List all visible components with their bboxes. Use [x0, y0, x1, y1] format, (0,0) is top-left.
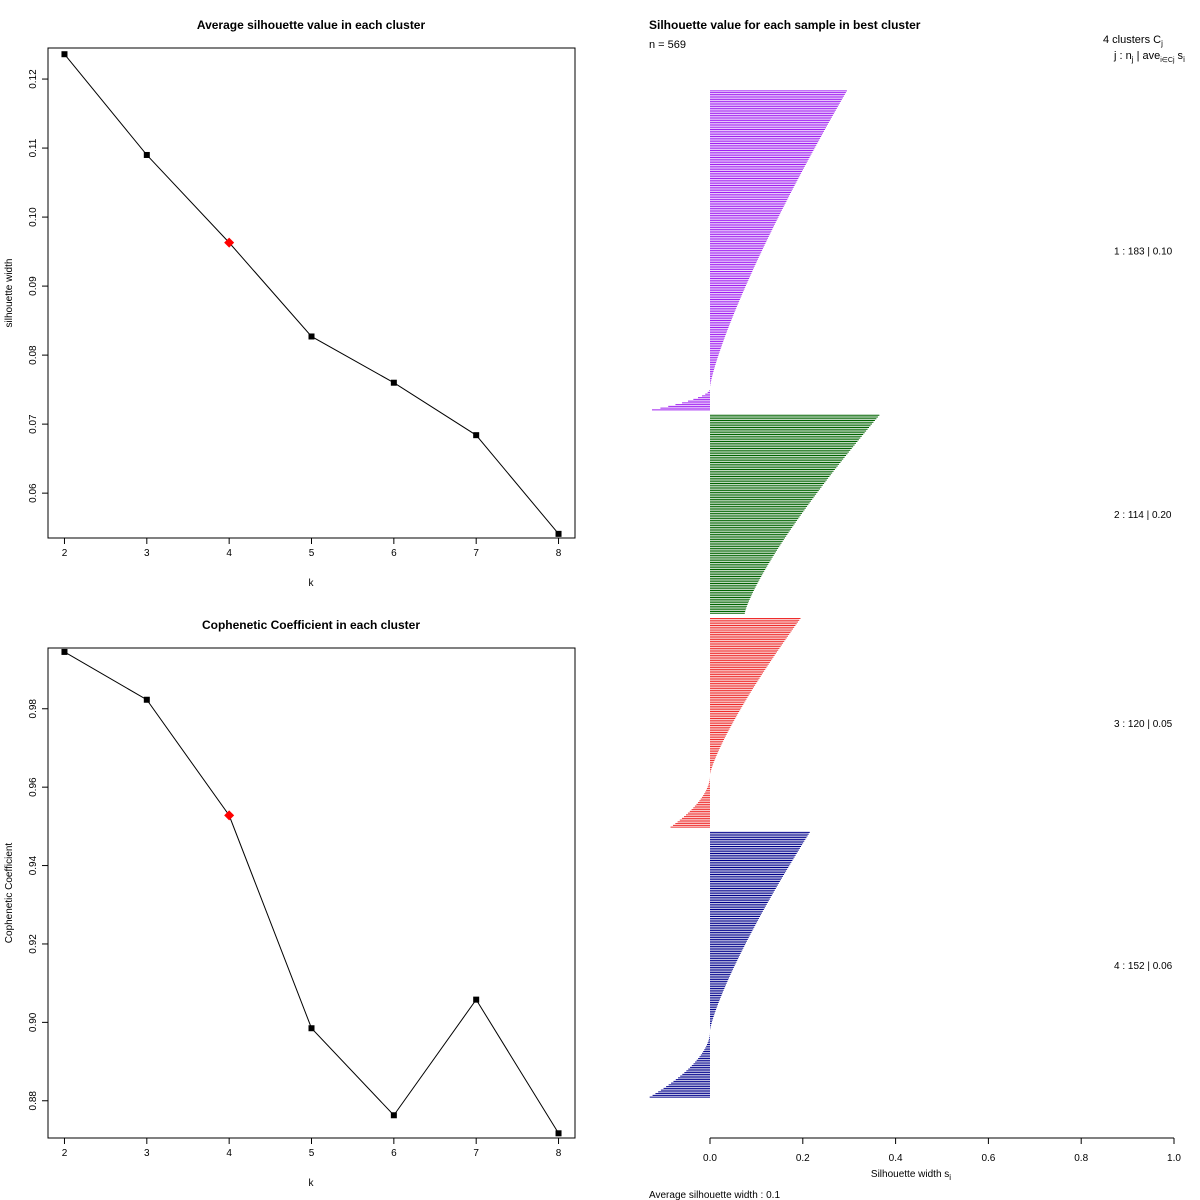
x-tick-label: 6 [391, 1148, 397, 1159]
y-tick-label: 0.98 [28, 699, 39, 719]
x-tick-label: 3 [144, 548, 150, 559]
chart3-footer: Average silhouette width : 0.1 [649, 1190, 780, 1200]
series-line [64, 651, 559, 1134]
chart3-cluster-labels: 1 : 183 | 0.10 2 : 114 | 0.20 3 : 120 | 0.… [1114, 246, 1173, 971]
legend-title-sub: j [1160, 39, 1163, 48]
chart3-xlabel-sub: i [949, 1173, 951, 1182]
chart3-x-axis: 0.0 0.2 0.4 0.6 0.8 1.0 [703, 1137, 1181, 1164]
y-tick-label: 0.11 [28, 138, 39, 157]
y-tick-label: 0.06 [28, 483, 39, 503]
chart3-bars [649, 90, 880, 1098]
legend-header: j : n [1113, 50, 1132, 62]
data-point [143, 151, 150, 158]
chart1-x-axis: 2 3 4 5 6 7 8 [62, 538, 562, 559]
chart1-title: Average silhouette value in each cluster [197, 18, 426, 32]
x-tick-label: 7 [473, 1148, 479, 1159]
chart2-series [61, 648, 562, 1137]
x-tick-label: 4 [226, 1148, 232, 1159]
chart2-x-axis: 2 3 4 5 6 7 8 [62, 1138, 562, 1159]
y-tick-label: 0.10 [28, 207, 39, 227]
highlight-point [224, 237, 235, 248]
x-tick-label: 2 [62, 1148, 68, 1159]
chart3-n-label: n = 569 [649, 39, 686, 51]
chart1-plot-frame [47, 47, 576, 539]
silhouette-bar-plot: Silhouette value for each sample in best… [649, 18, 1185, 1200]
legend-header-end: s [1175, 50, 1184, 62]
legend-header-sub3: i [1183, 55, 1185, 64]
x-tick-label: 3 [144, 1148, 150, 1159]
x-tick-label: 8 [556, 1148, 562, 1159]
x-tick-label: 0.6 [981, 1153, 995, 1164]
data-point [473, 432, 480, 439]
x-tick-label: 7 [473, 548, 479, 559]
silhouette-line-chart: Average silhouette value in each cluster… [4, 18, 576, 589]
y-tick-label: 0.08 [28, 345, 39, 365]
data-point [390, 379, 397, 386]
chart3-xlabel: Silhouette width s [871, 1169, 949, 1180]
data-point [308, 1025, 315, 1032]
legend-header-rest: | ave [1134, 50, 1161, 62]
data-point [61, 51, 68, 58]
y-tick-label: 0.12 [28, 69, 39, 89]
x-tick-label: 4 [226, 548, 232, 559]
x-tick-label: 6 [391, 548, 397, 559]
series-line [64, 53, 559, 535]
x-tick-label: 0.4 [889, 1153, 903, 1164]
chart3-xlabel-group: Silhouette width si [871, 1169, 951, 1182]
legend-header-sub: j [1131, 55, 1134, 64]
chart2-xlabel: k [309, 1178, 315, 1189]
chart2-plot-frame [47, 647, 576, 1139]
y-tick-label: 0.90 [28, 1012, 39, 1032]
x-tick-label: 5 [309, 548, 315, 559]
x-tick-label: 1.0 [1167, 1153, 1181, 1164]
legend-header-sub2: i∈Cj [1160, 57, 1175, 64]
y-tick-label: 0.88 [28, 1091, 39, 1111]
y-tick-label: 0.07 [28, 414, 39, 434]
x-tick-label: 0.0 [703, 1153, 717, 1164]
chart2-ylabel: Cophenetic Coefficient [4, 843, 15, 944]
data-point [61, 648, 68, 655]
x-tick-label: 0.2 [796, 1153, 810, 1164]
chart2-title: Cophenetic Coefficient in each cluster [202, 618, 420, 632]
cluster-label: 1 : 183 | 0.10 [1114, 246, 1173, 257]
chart2-y-axis: 0.88 0.90 0.92 0.94 0.96 0.98 [28, 699, 48, 1111]
chart3-title: Silhouette value for each sample in best… [649, 18, 921, 32]
y-tick-label: 0.96 [28, 777, 39, 797]
chart1-xlabel: k [309, 578, 315, 589]
svg-text:4 clusters Cj: 4 clusters Cj [1103, 34, 1163, 48]
data-point [473, 996, 480, 1003]
data-point [555, 1130, 562, 1137]
data-point [390, 1112, 397, 1119]
x-tick-label: 5 [309, 1148, 315, 1159]
cluster-label: 4 : 152 | 0.06 [1114, 961, 1173, 972]
x-tick-label: 8 [556, 548, 562, 559]
data-point [143, 696, 150, 703]
chart1-ylabel: silhouette width [4, 259, 15, 328]
cluster-label: 3 : 120 | 0.05 [1114, 719, 1173, 730]
data-point [308, 333, 315, 340]
highlight-point [224, 810, 235, 821]
data-point [555, 530, 562, 537]
chart1-y-axis: 0.06 0.07 0.08 0.09 0.10 0.11 0.12 [28, 69, 48, 503]
x-tick-label: 2 [62, 548, 68, 559]
y-tick-label: 0.09 [28, 276, 39, 296]
cophenetic-line-chart: Cophenetic Coefficient in each cluster k… [4, 618, 576, 1189]
legend-title: 4 clusters C [1103, 34, 1161, 46]
cluster-label: 2 : 114 | 0.20 [1114, 510, 1172, 521]
svg-text:j : nj | avei∈Cj si: j : nj | avei∈Cj si [1113, 50, 1185, 64]
x-tick-label: 0.8 [1074, 1153, 1088, 1164]
chart3-legend-header: 4 clusters Cj j : nj | avei∈Cj si [1103, 34, 1185, 64]
y-tick-label: 0.94 [28, 855, 39, 875]
y-tick-label: 0.92 [28, 934, 39, 954]
chart1-series [61, 51, 562, 537]
